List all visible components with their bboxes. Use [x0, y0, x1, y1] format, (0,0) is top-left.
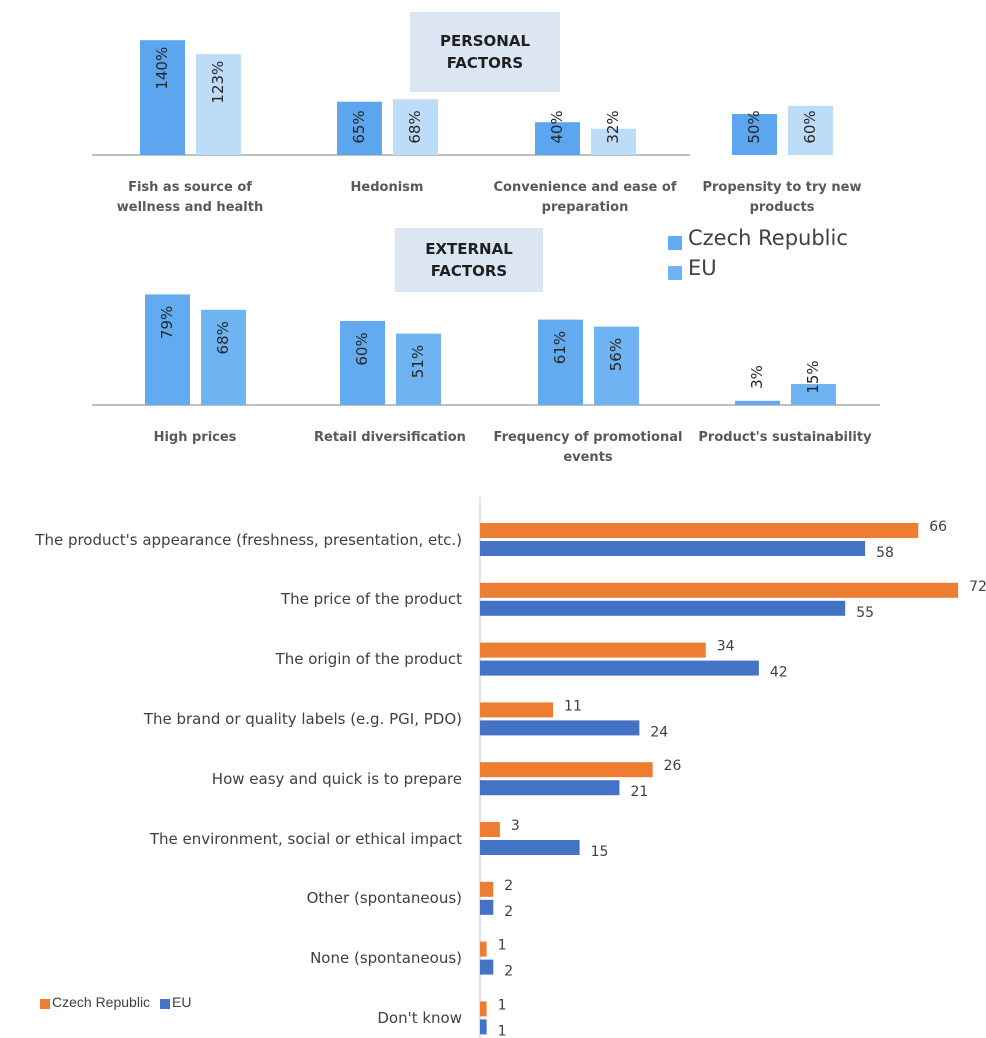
- legend-swatch: [40, 999, 50, 1009]
- bar: [480, 642, 706, 658]
- legend-label: EU: [688, 256, 717, 280]
- y-tick-label: The environment, social or ethical impac…: [149, 829, 462, 848]
- title-box: [410, 12, 560, 92]
- bar: [791, 384, 836, 405]
- value-label: 61%: [551, 331, 569, 364]
- y-tick-label: The price of the product: [280, 590, 462, 609]
- bar: [535, 122, 580, 155]
- bar: [735, 400, 780, 405]
- bar: [591, 128, 636, 155]
- value-label: 3: [511, 818, 520, 834]
- y-tick-label: The product's appearance (freshness, pre…: [35, 530, 462, 549]
- x-tick-label: Product's sustainability: [698, 430, 872, 445]
- x-tick-label: Frequency of promotional events: [493, 430, 683, 466]
- value-label: 11: [564, 698, 582, 714]
- bar: [145, 294, 190, 405]
- bar: [480, 702, 554, 718]
- bar: [538, 319, 583, 405]
- bar: [480, 881, 494, 897]
- y-tick-label: The origin of the product: [275, 650, 462, 669]
- bar: [480, 1019, 487, 1035]
- bar: [480, 762, 653, 778]
- value-label: 1: [498, 1023, 507, 1038]
- bar: [396, 333, 441, 405]
- legend-swatch: [668, 266, 682, 280]
- bar: [140, 40, 185, 156]
- bar: [594, 326, 639, 405]
- bar: [340, 321, 385, 405]
- bar: [788, 105, 833, 155]
- value-label: 2: [504, 904, 513, 920]
- value-label: 34: [717, 639, 735, 655]
- title-box: [395, 228, 543, 292]
- bar: [201, 309, 246, 405]
- bar: [480, 840, 580, 855]
- value-label: 65%: [350, 110, 368, 143]
- value-label: 24: [650, 724, 668, 740]
- value-label: 79%: [158, 306, 176, 339]
- value-label: 55: [856, 605, 874, 621]
- y-tick-label: Other (spontaneous): [306, 889, 462, 908]
- y-tick-label: How easy and quick is to prepare: [211, 769, 462, 788]
- value-label: 21: [630, 784, 648, 800]
- value-label: 68%: [214, 321, 232, 354]
- bar: [732, 114, 777, 155]
- bar: [480, 600, 846, 616]
- legend-label: EU: [172, 994, 192, 1010]
- value-label: 58: [876, 545, 894, 561]
- bar: [480, 899, 494, 915]
- bar: [480, 822, 500, 837]
- value-label: 3%: [748, 365, 766, 389]
- x-tick-label: Fish as source of wellness and health: [116, 180, 264, 216]
- bar: [393, 99, 438, 155]
- value-label: 26: [664, 758, 682, 774]
- value-label: 60%: [353, 332, 371, 365]
- y-tick-label: None (spontaneous): [310, 949, 462, 968]
- value-label: 1: [498, 938, 507, 954]
- x-tick-label: High prices: [153, 430, 237, 445]
- value-label: 72: [969, 579, 986, 595]
- legend-label: Czech Republic: [52, 994, 151, 1010]
- x-tick-label: Hedonism: [350, 180, 424, 195]
- value-label: 56%: [607, 338, 625, 371]
- value-label: 2: [504, 878, 513, 894]
- value-label: 50%: [745, 110, 763, 143]
- bar: [480, 523, 919, 538]
- value-label: 68%: [406, 110, 424, 143]
- chart-title: EXTERNAL FACTORS: [425, 239, 513, 281]
- y-tick-label: The brand or quality labels (e.g. PGI, P…: [143, 709, 462, 728]
- x-tick-label: Convenience and ease of preparation: [493, 180, 677, 216]
- bar: [480, 660, 759, 676]
- value-label: 1: [498, 997, 507, 1013]
- x-tick-label: Retail diversification: [314, 430, 466, 445]
- bar: [337, 101, 382, 155]
- value-label: 2: [504, 964, 513, 980]
- legend-swatch: [160, 999, 170, 1009]
- bar: [480, 582, 959, 598]
- value-label: 15: [591, 844, 609, 860]
- legend-label: Czech Republic: [688, 226, 848, 250]
- value-label: 42: [770, 665, 788, 681]
- value-label: 32%: [604, 110, 622, 143]
- bar: [480, 720, 640, 736]
- value-label: 66: [929, 519, 947, 535]
- x-tick-label: Propensity to try new products: [702, 180, 862, 216]
- y-tick-label: Don't know: [377, 1008, 462, 1027]
- bar: [196, 54, 241, 155]
- bar: [480, 959, 494, 975]
- bar: [480, 1001, 487, 1017]
- value-label: 123%: [209, 61, 227, 104]
- chart-title: PERSONAL FACTORS: [439, 31, 531, 73]
- bar: [480, 780, 620, 796]
- value-label: 40%: [548, 110, 566, 143]
- value-label: 140%: [153, 47, 171, 90]
- bar: [480, 541, 866, 556]
- value-label: 60%: [801, 110, 819, 143]
- bar: [480, 941, 487, 957]
- legend-swatch: [668, 236, 682, 250]
- value-label: 51%: [409, 345, 427, 378]
- value-label: 15%: [804, 360, 822, 393]
